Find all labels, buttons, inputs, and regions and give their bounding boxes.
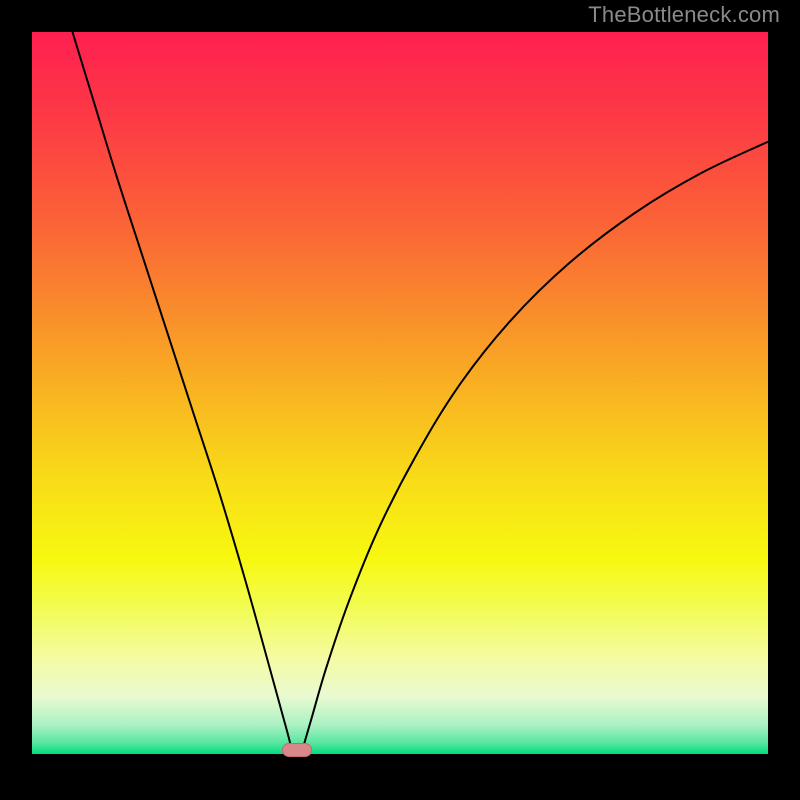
watermark-text: TheBottleneck.com — [588, 2, 780, 28]
border-left — [0, 0, 32, 800]
optimum-marker — [282, 743, 312, 757]
chart-svg — [0, 0, 800, 800]
plot-background — [32, 32, 768, 754]
border-right — [768, 0, 800, 800]
border-bottom — [0, 754, 800, 800]
chart-frame: TheBottleneck.com — [0, 0, 800, 800]
